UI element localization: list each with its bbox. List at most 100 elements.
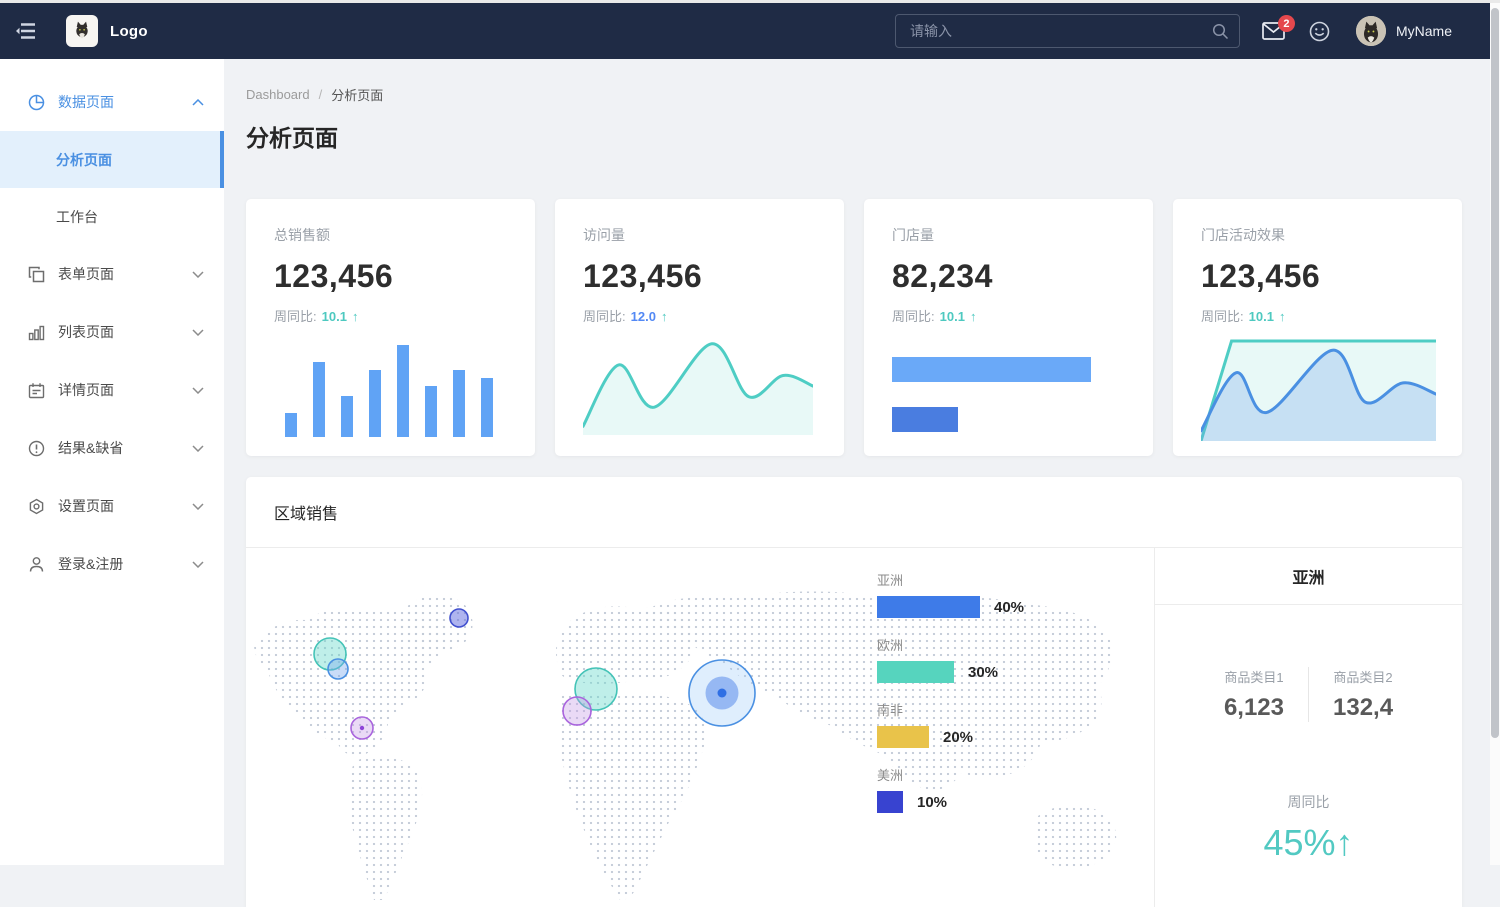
spark-bar [341, 395, 353, 437]
card-title: 门店量 [892, 227, 934, 243]
store-hbar [892, 407, 958, 432]
stores-hbar-sparkline [892, 357, 1091, 432]
legend-label: 南非 [877, 703, 904, 718]
map-bubble [327, 658, 349, 680]
card-title: 访问量 [583, 227, 625, 243]
sidebar-subitem-workbench[interactable]: 工作台 [0, 188, 224, 245]
sidebar-item-list-pages[interactable]: 列表页面 [0, 303, 224, 361]
scrollbar-thumb[interactable] [1491, 8, 1499, 738]
card-store-activity: 门店活动效果 123,456 周同比: 10.1 ↑ [1173, 199, 1462, 456]
sidebar-item-detail-pages[interactable]: 详情页面 [0, 361, 224, 419]
breadcrumb-separator: / [318, 87, 323, 102]
sidebar: 数据页面 分析页面 工作台 表单页面 [0, 59, 224, 865]
spark-bar [285, 413, 297, 437]
metric-value: 10.1 [939, 309, 965, 324]
detail-stat-category2: 商品类目2 132,4 [1308, 667, 1417, 722]
chevron-down-icon [192, 560, 204, 568]
legend-percent: 30% [968, 663, 999, 681]
detail-region-title: 亚洲 [1155, 548, 1462, 605]
search-input[interactable] [907, 22, 1212, 40]
emoji-button[interactable] [1309, 21, 1330, 42]
sidebar-item-login-register[interactable]: 登录&注册 [0, 535, 224, 593]
settings-icon [29, 498, 44, 514]
legend-item-europe: 欧洲 30% [877, 635, 1077, 683]
activity-area-sparkline [1199, 339, 1438, 443]
detail-stat-category1: 商品类目1 6,123 [1200, 667, 1308, 722]
smiley-icon [1309, 21, 1330, 41]
spark-bar [369, 369, 381, 437]
detail-stats: 商品类目1 6,123 商品类目2 132,4 [1155, 667, 1462, 722]
card-metric: 周同比: 10.1 ↑ [892, 306, 1125, 325]
metric-label: 周同比 [1287, 794, 1330, 810]
legend-bar [877, 791, 903, 813]
legend-item-south-africa: 南非 20% [877, 700, 1077, 748]
sidebar-item-data-pages[interactable]: 数据页面 [0, 73, 224, 131]
cat-avatar-image [1355, 16, 1386, 46]
stat-cards-row: 总销售额 123,456 周同比: 10.1 ↑ 访问量 123,456 周同比: 1… [246, 199, 1462, 456]
breadcrumb-dashboard[interactable]: Dashboard [246, 87, 310, 102]
legend-item-america: 美洲 10% [877, 765, 1077, 813]
spark-bar [481, 378, 493, 437]
map-bubbles [313, 608, 756, 740]
chevron-down-icon [192, 386, 204, 394]
chevron-down-icon [192, 328, 204, 336]
notifications-button[interactable]: 2 [1262, 15, 1295, 40]
sidebar-subitem-label: 工作台 [56, 208, 98, 225]
legend-bar [877, 596, 980, 618]
global-search[interactable] [894, 14, 1240, 48]
sidebar-item-form-pages[interactable]: 表单页面 [0, 245, 224, 303]
up-arrow: ↑ [1278, 309, 1286, 324]
search-icon[interactable] [1212, 23, 1229, 40]
sidebar-item-result-exception[interactable]: 结果&缺省 [0, 419, 224, 477]
metric-value: 10.1 [321, 309, 347, 324]
bar-chart-icon [28, 325, 45, 340]
region-section-title: 区域销售 [246, 477, 1462, 548]
card-value: 123,456 [1201, 258, 1321, 294]
sidebar-item-label: 结果&缺省 [58, 440, 124, 456]
logo-text: Logo [110, 22, 148, 40]
metric-value: 45%↑ [1263, 822, 1354, 863]
username[interactable]: MyName [1395, 23, 1452, 39]
spark-bar [453, 369, 465, 437]
legend-percent: 10% [917, 793, 948, 811]
sidebar-item-settings-pages[interactable]: 设置页面 [0, 477, 224, 535]
metric-label: 周同比: [274, 309, 317, 324]
app-logo[interactable] [66, 15, 98, 47]
menu-fold-icon[interactable] [0, 3, 52, 59]
card-metric: 周同比: 12.0 ↑ [583, 306, 816, 325]
card-metric: 周同比: 10.1 ↑ [1201, 306, 1434, 325]
metric-label: 周同比: [1201, 309, 1244, 324]
sidebar-item-label: 设置页面 [58, 498, 114, 514]
dotted-world-map [254, 591, 1117, 900]
sidebar-item-label: 数据页面 [58, 94, 114, 110]
sales-bar-sparkline [274, 345, 507, 437]
stat-value: 132,4 [1333, 694, 1394, 721]
world-map: 亚洲 40% 欧洲 30% [246, 548, 1154, 907]
card-value: 82,234 [892, 258, 993, 294]
up-arrow: ↑ [969, 309, 977, 324]
sidebar-subitem-analysis[interactable]: 分析页面 [0, 131, 224, 188]
sidebar-subitem-label: 分析页面 [56, 151, 112, 168]
legend-label: 亚洲 [877, 573, 904, 588]
breadcrumb: Dashboard / 分析页面 [246, 85, 1462, 104]
sidebar-item-label: 列表页面 [58, 324, 114, 340]
metric-value: 12.0 [630, 309, 656, 324]
region-detail-panel: 亚洲 商品类目1 6,123 商品类目2 132,4 周同比 45%↑ [1154, 548, 1462, 907]
stat-label: 商品类目1 [1224, 670, 1284, 685]
stat-label: 商品类目2 [1333, 670, 1393, 685]
up-arrow: ↑ [351, 309, 359, 324]
breadcrumb-current: 分析页面 [331, 88, 384, 103]
user-icon [29, 556, 44, 572]
card-title: 门店活动效果 [1201, 227, 1285, 243]
store-hbar [892, 357, 1091, 382]
top-navbar: Logo 2 MyName [0, 3, 1500, 59]
chevron-down-icon [192, 444, 204, 452]
page-scrollbar[interactable] [1490, 3, 1500, 865]
chevron-down-icon [192, 270, 204, 278]
metric-label: 周同比: [583, 309, 626, 324]
notification-badge: 2 [1277, 15, 1295, 32]
page-title: 分析页面 [246, 125, 338, 151]
avatar[interactable] [1355, 16, 1386, 46]
card-stores: 门店量 82,234 周同比: 10.1 ↑ [864, 199, 1153, 456]
legend-percent: 40% [994, 598, 1025, 616]
